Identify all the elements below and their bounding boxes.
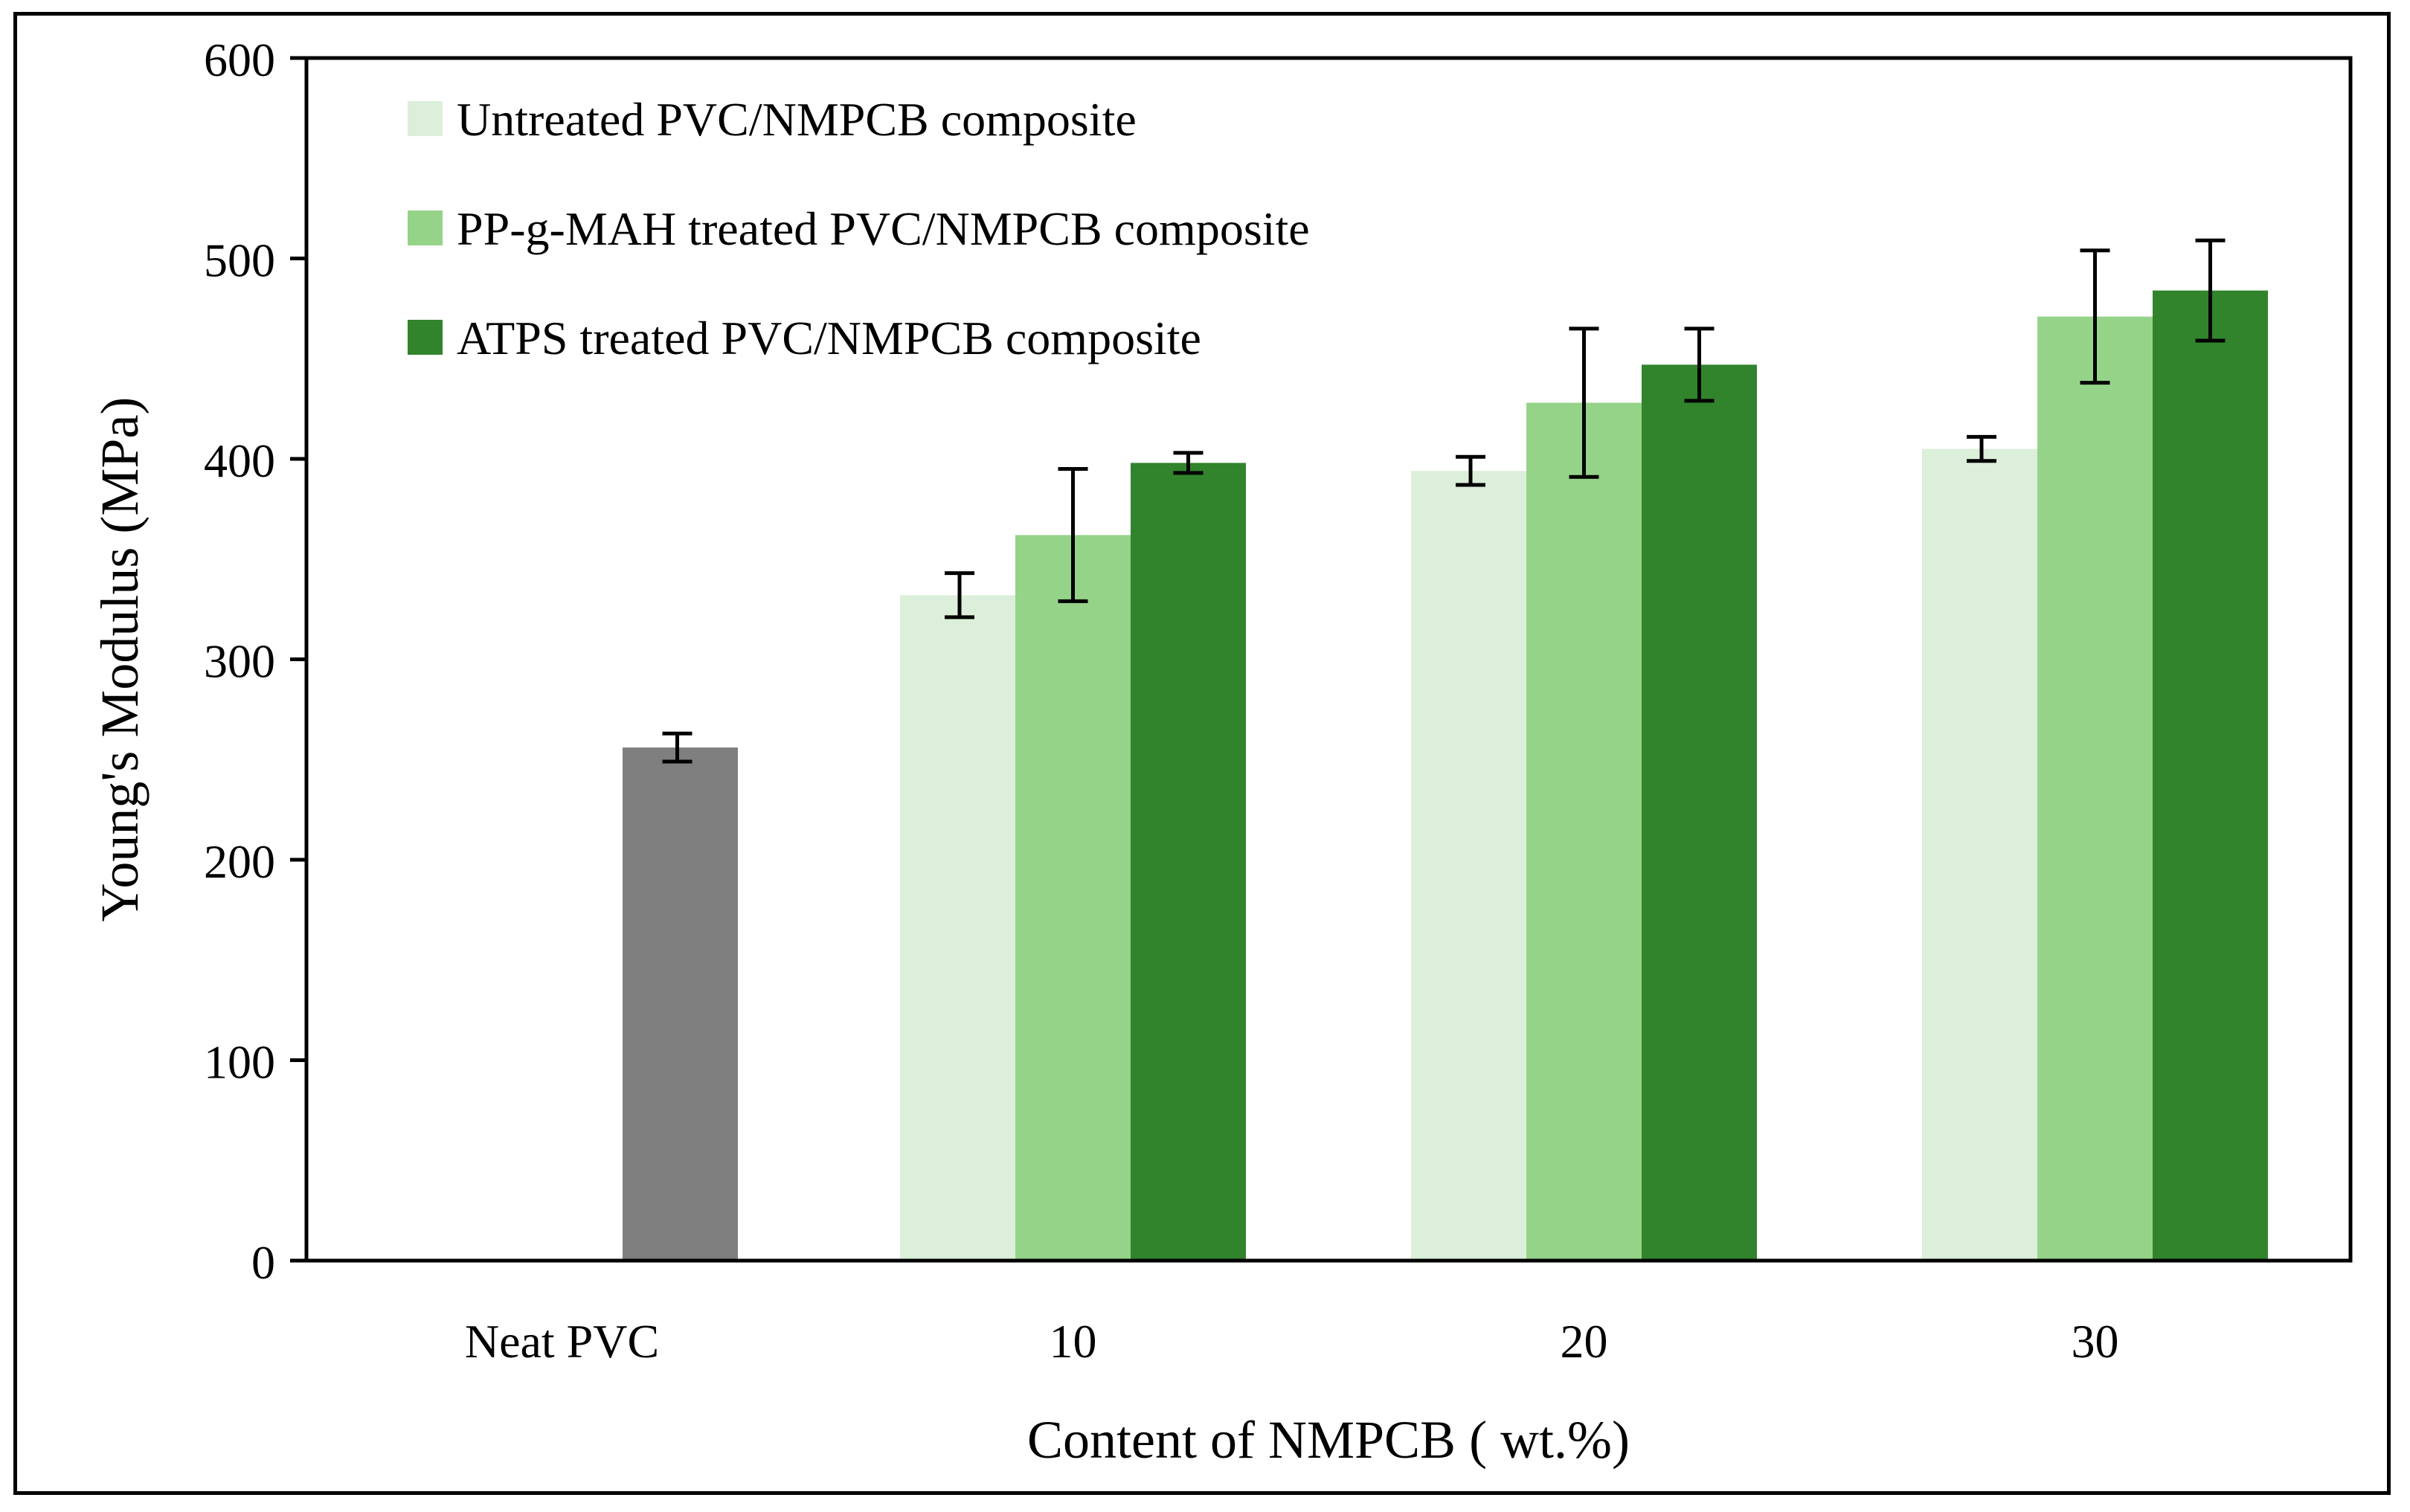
x-axis-label: Content of NMPCB ( wt.%) [1027, 1410, 1630, 1470]
error-bars-layer [662, 238, 2226, 764]
legend-swatch-2 [408, 210, 443, 245]
bar-series-1 [1411, 471, 1526, 1261]
y-tick-label: 300 [204, 635, 275, 688]
bar-series-1 [1922, 448, 2037, 1261]
x-tick-label: Neat PVC [465, 1315, 659, 1368]
bar-series-3 [1642, 364, 1757, 1261]
error-bar [1967, 434, 1996, 463]
legend-label-3: ATPS treated PVC/NMPCB composite [457, 312, 1201, 364]
error-bar [1684, 326, 1715, 403]
bar-series-2 [2037, 316, 2153, 1261]
y-tick-label: 0 [251, 1236, 275, 1289]
y-axis-label: Young's Modulus (MPa) [90, 397, 150, 922]
y-tick-label: 600 [204, 33, 275, 86]
legend: Untreated PVC/NMPCB composite PP-g-MAH tr… [408, 93, 1310, 364]
error-bar [2080, 248, 2110, 385]
error-bar [662, 731, 693, 764]
bar-series-2 [1015, 535, 1131, 1261]
y-tick-label: 500 [204, 234, 275, 287]
bar-series-3 [2153, 290, 2268, 1261]
error-bar [1456, 454, 1485, 487]
bar-series-1 [900, 595, 1015, 1261]
bars-layer [623, 290, 2268, 1261]
bar-neat-pvc [623, 747, 738, 1261]
y-tick-label: 200 [204, 835, 275, 888]
figure-frame [13, 12, 2391, 1495]
bar-series-3 [1131, 463, 1246, 1261]
legend-label-1: Untreated PVC/NMPCB composite [457, 93, 1137, 146]
error-bar [1569, 326, 1599, 479]
x-tick-label: 20 [1561, 1315, 1608, 1368]
x-tick-label: 30 [2072, 1315, 2119, 1368]
y-axis: 0 100 200 300 400 500 600 [204, 33, 306, 1289]
error-bar [945, 571, 974, 620]
legend-label-2: PP-g-MAH treated PVC/NMPCB composite [457, 202, 1310, 255]
x-axis: Neat PVC 10 20 30 [465, 1315, 2119, 1368]
legend-swatch-1 [408, 101, 443, 136]
x-tick-label: 10 [1050, 1315, 1097, 1368]
legend-swatch-3 [408, 320, 443, 355]
error-bar [2195, 238, 2226, 343]
error-bar [1058, 466, 1088, 603]
error-bar [1173, 451, 1204, 475]
y-tick-label: 100 [204, 1036, 275, 1089]
y-tick-label: 400 [204, 434, 275, 487]
bar-series-2 [1526, 402, 1642, 1261]
